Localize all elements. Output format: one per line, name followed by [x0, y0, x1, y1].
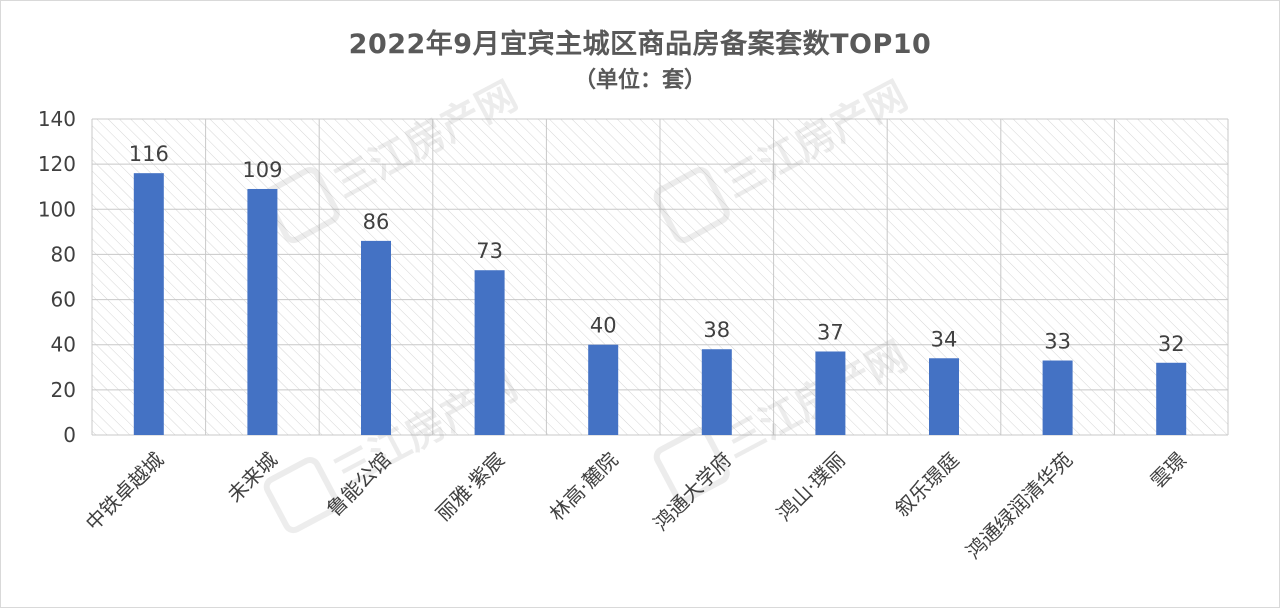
watermark-logo — [653, 426, 730, 504]
data-label: 116 — [129, 142, 169, 166]
bar — [588, 344, 619, 435]
data-label: 33 — [1044, 330, 1071, 354]
x-tick-label: 叙乐璟庭 — [890, 448, 964, 522]
x-tick-label: 雲璟 — [1145, 448, 1190, 493]
gridlines — [91, 118, 1229, 436]
x-tick-label: 林高·麓院 — [545, 448, 623, 526]
y-tick-label: 0 — [63, 423, 76, 447]
watermark-logo — [653, 166, 730, 244]
bar — [929, 358, 959, 435]
data-label: 37 — [817, 320, 844, 344]
bar — [701, 349, 732, 435]
data-label: 40 — [590, 314, 617, 338]
bar — [247, 188, 278, 435]
x-tick-label: 鸿通大学府 — [649, 448, 737, 536]
y-tick-label: 60 — [51, 288, 76, 312]
x-tick-label: 丽雅·紫宸 — [431, 448, 509, 526]
data-labels: 116 109 86 73 40 38 37 34 33 32 — [129, 142, 1185, 356]
y-axis: 0 20 40 60 80 100 120 140 — [38, 107, 76, 447]
bar — [133, 173, 164, 435]
y-tick-label: 140 — [38, 107, 76, 131]
data-label: 32 — [1158, 332, 1185, 356]
bar — [474, 270, 505, 435]
y-tick-label: 80 — [51, 242, 76, 266]
bar-series — [133, 173, 1187, 435]
y-tick-label: 40 — [51, 333, 76, 357]
data-label: 38 — [703, 318, 730, 342]
bar — [1042, 360, 1073, 435]
data-label: 73 — [476, 239, 503, 263]
data-label: 34 — [931, 327, 958, 351]
data-label: 86 — [363, 210, 390, 234]
bar — [361, 240, 391, 435]
y-tick-label: 100 — [38, 197, 76, 221]
bar — [1156, 362, 1187, 435]
x-tick-label: 中铁卓越城 — [81, 448, 169, 536]
chart-subtitle: （单位：套） — [573, 68, 706, 93]
x-tick-label: 鸿通绿润清华苑 — [961, 448, 1077, 564]
chart-title: 2022年9月宜宾主城区商品房备案套数TOP10 — [348, 29, 932, 60]
bar — [815, 351, 846, 435]
data-label: 109 — [242, 158, 282, 182]
y-tick-label: 120 — [38, 152, 76, 176]
watermark-logo — [263, 456, 340, 534]
y-tick-label: 20 — [51, 378, 76, 402]
x-tick-label: 鸿山·璞丽 — [772, 448, 850, 526]
x-axis-labels: 中铁卓越城 未来城 鲁能公馆 丽雅·紫宸 林高·麓院 鸿通大学府 鸿山·璞丽 叙乐璟庭鸿通绿润… — [81, 448, 1191, 564]
